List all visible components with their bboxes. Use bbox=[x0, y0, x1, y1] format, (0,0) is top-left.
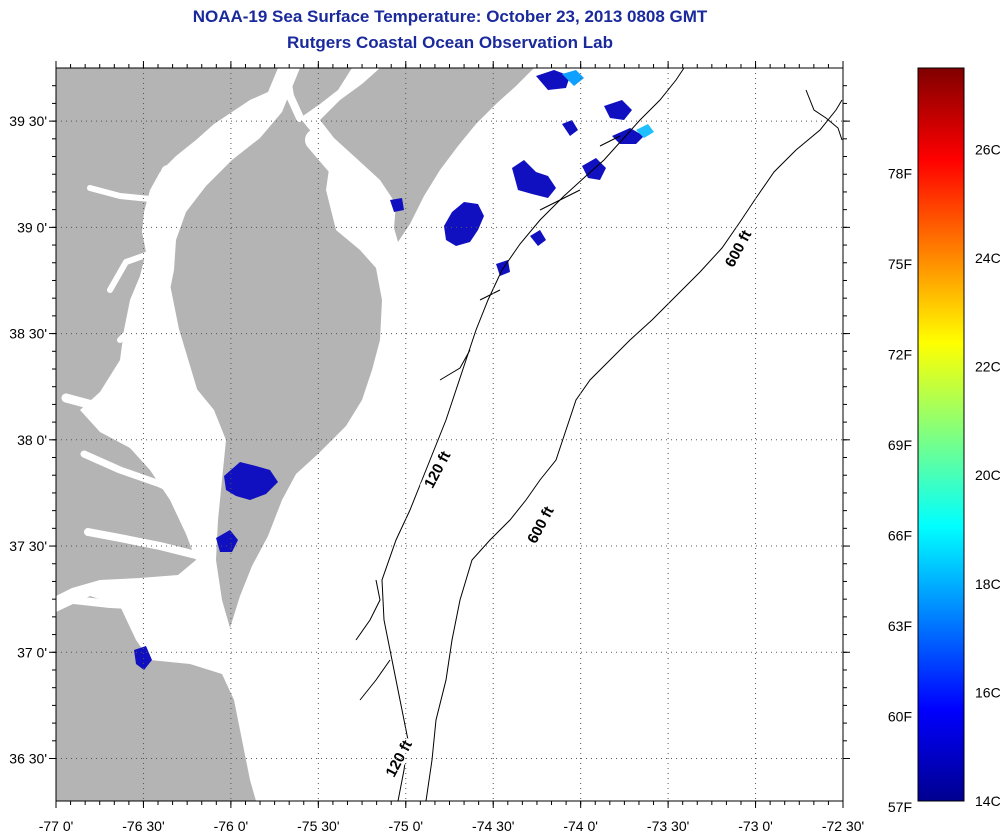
longitude-labels: -77 0' -76 30' -76 0' -75 30' -75 0' -74 30' -… bbox=[39, 818, 864, 834]
lon-tick-label: -72 30' bbox=[822, 818, 864, 834]
colorbar: 14C 16C 18C 20C 22C 24C 26C 57F 60F 63F 66F 69F 72F… bbox=[888, 67, 1000, 815]
potomac-river bbox=[61, 393, 195, 445]
contour-label-bg bbox=[419, 446, 455, 493]
sst-patch bbox=[224, 462, 278, 500]
colorbar-celsius-labels: 14C 16C 18C 20C 22C 24C 26C bbox=[975, 141, 1000, 809]
colorbar-label-f: 63F bbox=[888, 618, 912, 634]
lat-tick-label: 37 0' bbox=[17, 644, 47, 660]
land-delmarva bbox=[168, 68, 382, 628]
lon-tick-label: -75 30' bbox=[297, 818, 339, 834]
lat-tick-label: 37 30' bbox=[9, 538, 47, 554]
colorbar-label-f: 75F bbox=[888, 256, 912, 272]
colorbar-label-f: 69F bbox=[888, 437, 912, 453]
lat-tick-label: 38 0' bbox=[17, 432, 47, 448]
graticule bbox=[56, 68, 843, 801]
colorbar-label-c: 20C bbox=[975, 467, 1000, 483]
delaware-bay bbox=[305, 129, 387, 225]
contour-600ft-line bbox=[425, 99, 843, 801]
contour-label-bg bbox=[720, 225, 756, 272]
colorbar-label-c: 26C bbox=[975, 141, 1000, 157]
bathymetry-contours bbox=[355, 68, 843, 801]
sst-patch bbox=[612, 128, 644, 144]
land-virginia-beach bbox=[56, 596, 256, 801]
rappahannock-river bbox=[80, 450, 200, 504]
map-title: NOAA-19 Sea Surface Temperature: October… bbox=[192, 7, 708, 26]
land-new-jersey bbox=[320, 68, 534, 242]
contour-120ft-line bbox=[381, 68, 685, 801]
lon-tick-label: -74 0' bbox=[563, 818, 598, 834]
lon-tick-label: -77 0' bbox=[39, 818, 74, 834]
lat-tick-label: 36 30' bbox=[9, 751, 47, 767]
contour-inner bbox=[355, 135, 621, 701]
lon-tick-label: -76 0' bbox=[214, 818, 249, 834]
colorbar-scale bbox=[917, 67, 965, 802]
contour-label-bg bbox=[381, 735, 417, 782]
lon-tick-label: -73 0' bbox=[738, 818, 773, 834]
colorbar-label-f: 57F bbox=[888, 799, 912, 815]
delaware-river bbox=[282, 68, 304, 122]
york-james-rivers bbox=[70, 528, 204, 616]
map-subtitle: Rutgers Coastal Ocean Observation Lab bbox=[287, 33, 613, 52]
colorbar-fahrenheit-labels: 57F 60F 63F 66F 69F 72F 75F 78F bbox=[888, 166, 912, 815]
sst-patch bbox=[536, 70, 570, 90]
sst-patch bbox=[512, 160, 556, 198]
lon-tick-label: -73 30' bbox=[647, 818, 689, 834]
sst-patch bbox=[390, 198, 404, 212]
sst-patch bbox=[444, 202, 484, 246]
lat-tick-label: 38 30' bbox=[9, 326, 47, 342]
contour-outer-shelf bbox=[805, 89, 843, 141]
lat-tick-label: 39 0' bbox=[17, 219, 47, 235]
lon-tick-label: -74 30' bbox=[472, 818, 514, 834]
latitude-labels: 39 30' 39 0' 38 30' 38 0' 37 30' 37 0' 36 30' bbox=[9, 113, 47, 766]
sst-patch bbox=[530, 230, 546, 246]
colorbar-label-c: 14C bbox=[975, 793, 1000, 809]
bay-channels bbox=[61, 68, 387, 627]
colorbar-label-c: 22C bbox=[975, 359, 1000, 375]
chesapeake-bay bbox=[149, 165, 215, 627]
colorbar-label-f: 72F bbox=[888, 347, 912, 363]
axis-ticks bbox=[49, 61, 850, 808]
lon-tick-label: -75 0' bbox=[388, 818, 423, 834]
sst-patch bbox=[562, 120, 578, 136]
sst-patch-warm bbox=[636, 124, 654, 138]
colorbar-label-f: 78F bbox=[888, 166, 912, 182]
sst-patch bbox=[604, 100, 632, 120]
colorbar-label-c: 18C bbox=[975, 576, 1000, 592]
colorbar-label-f: 60F bbox=[888, 709, 912, 725]
lon-tick-label: -76 30' bbox=[122, 818, 164, 834]
colorbar-label-f: 66F bbox=[888, 528, 912, 544]
colorbar-label-c: 24C bbox=[975, 250, 1000, 266]
upper-bay-tributaries bbox=[87, 101, 253, 343]
colorbar-label-c: 16C bbox=[975, 684, 1000, 700]
lat-tick-label: 39 30' bbox=[9, 113, 47, 129]
contour-label-bg bbox=[523, 501, 558, 548]
sst-patch-warm bbox=[562, 70, 584, 86]
